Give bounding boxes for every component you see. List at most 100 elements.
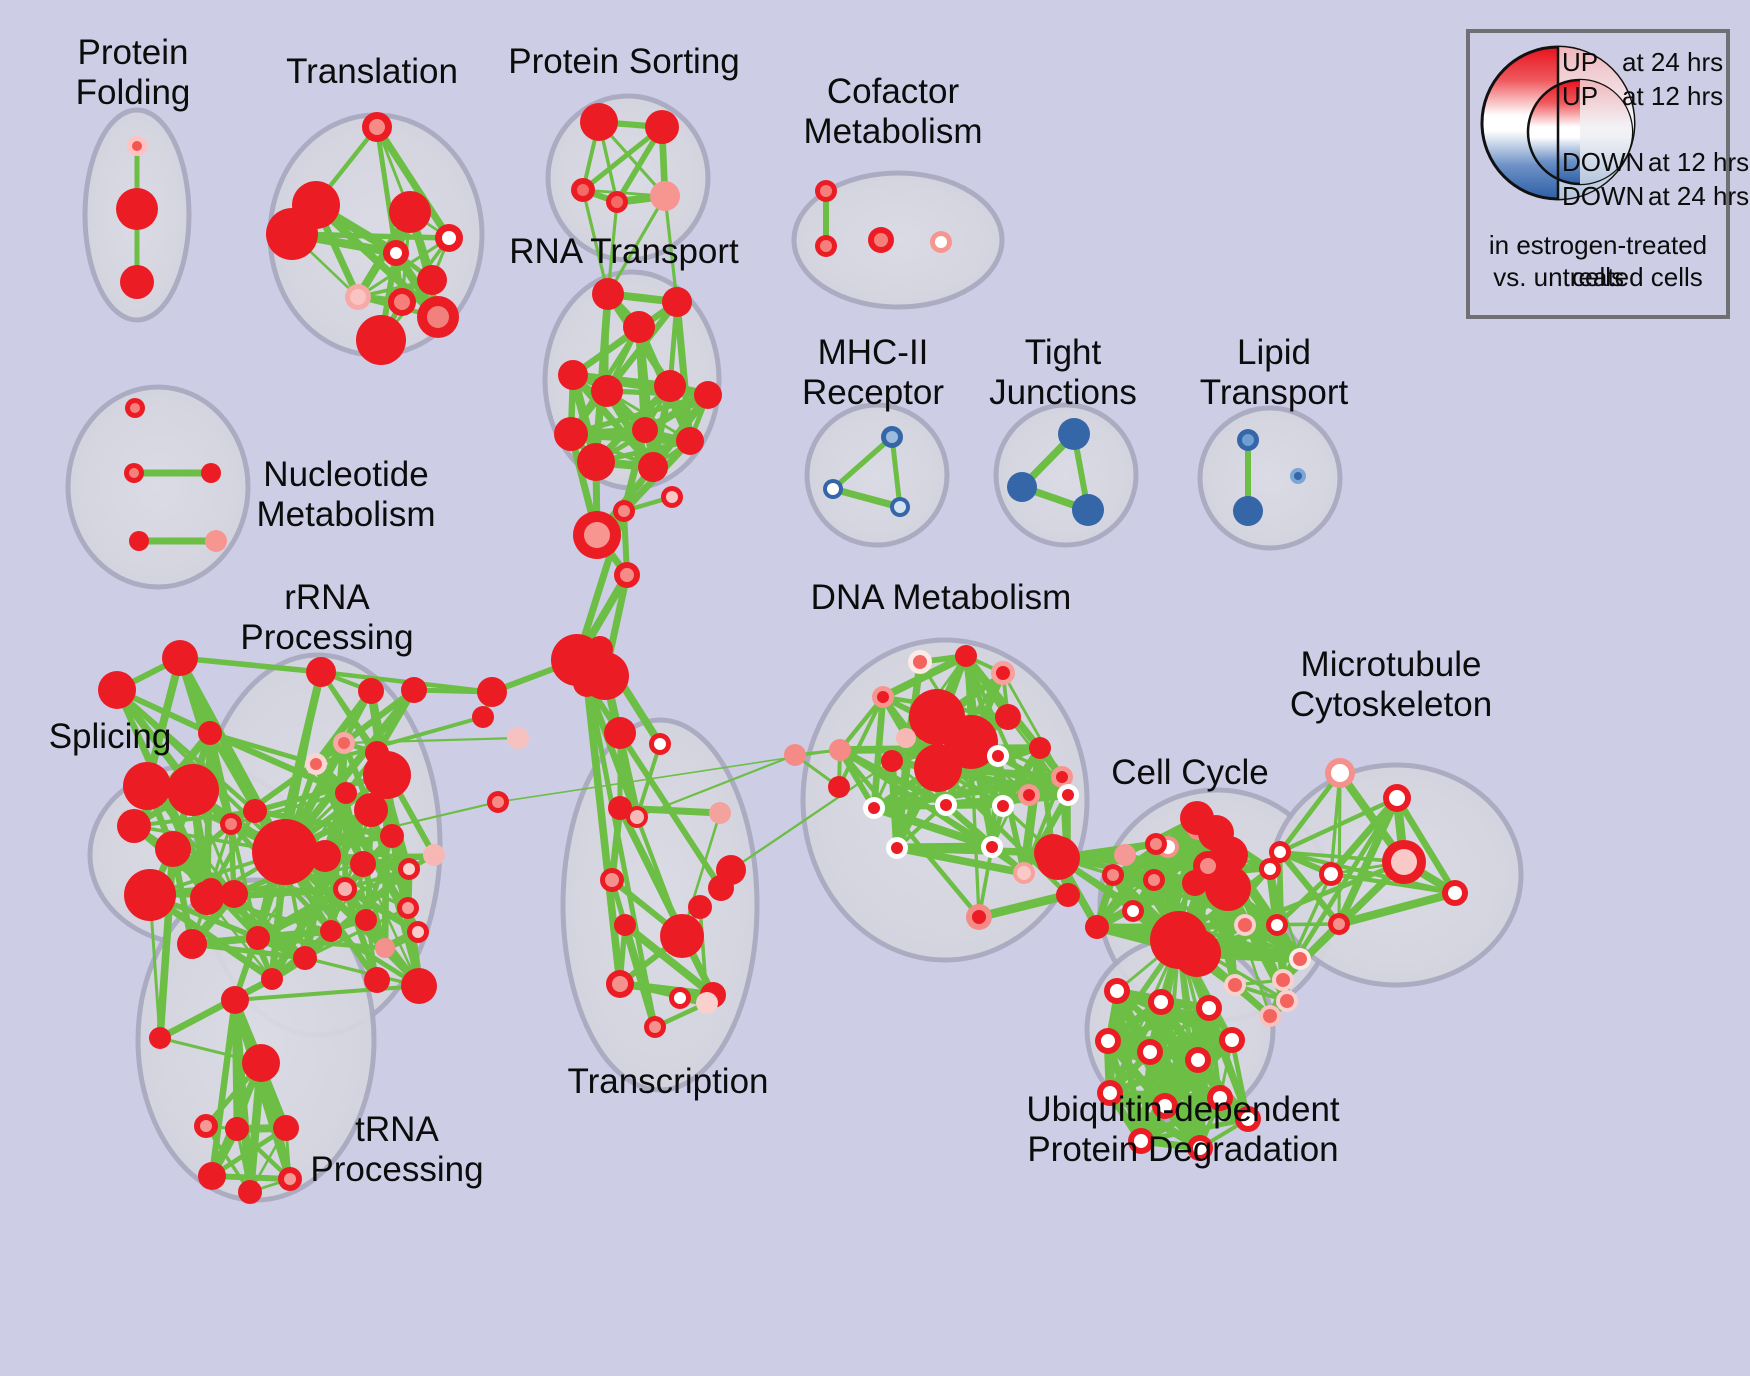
node-inner-core-12hrs — [1391, 849, 1417, 875]
network-edge — [620, 426, 649, 515]
network-node — [507, 727, 529, 749]
network-node — [1173, 929, 1221, 977]
network-node — [995, 704, 1021, 730]
network-node — [293, 946, 317, 970]
network-node — [375, 938, 395, 958]
node-outer-ring-24hrs — [155, 831, 191, 867]
network-node — [167, 764, 219, 816]
node-inner-core-12hrs — [1280, 994, 1294, 1008]
network-node — [571, 178, 595, 202]
node-inner-core-12hrs — [868, 802, 880, 814]
node-inner-core-12hrs — [225, 818, 237, 830]
network-node — [623, 311, 655, 343]
network-node — [355, 909, 377, 931]
network-node — [201, 463, 221, 483]
node-inner-core-12hrs — [1103, 1086, 1117, 1100]
node-inner-core-12hrs — [986, 841, 998, 853]
network-edge — [1243, 922, 1341, 927]
node-inner-core-12hrs — [412, 926, 424, 938]
node-inner-core-12hrs — [132, 141, 142, 151]
node-outer-ring-24hrs — [688, 895, 712, 919]
network-node — [1328, 913, 1350, 935]
network-node — [1442, 880, 1468, 906]
legend-panel: UP at 24 hrs UP at 12 hrs DOWN at 12 hrs… — [1466, 29, 1749, 319]
network-node — [124, 463, 144, 483]
network-node — [356, 315, 406, 365]
node-outer-ring-24hrs — [716, 855, 746, 885]
network-node — [645, 110, 679, 144]
network-edge — [635, 753, 797, 819]
node-inner-core-12hrs — [492, 796, 504, 808]
network-node — [117, 809, 151, 843]
node-layer — [98, 103, 1468, 1204]
cluster-ellipse-nucleotide-metabolism — [65, 384, 251, 590]
node-inner-core-12hrs — [935, 236, 947, 248]
node-outer-ring-24hrs — [650, 181, 680, 211]
node-inner-core-12hrs — [992, 750, 1004, 762]
node-outer-ring-24hrs — [221, 986, 249, 1014]
node-outer-ring-24hrs — [662, 287, 692, 317]
node-inner-core-12hrs — [649, 1021, 661, 1033]
network-edge — [568, 392, 711, 437]
node-inner-core-12hrs — [1017, 866, 1031, 880]
network-node — [345, 284, 371, 310]
node-inner-core-12hrs — [402, 902, 414, 914]
node-outer-ring-24hrs — [558, 360, 588, 390]
node-outer-ring-24hrs — [623, 311, 655, 343]
node-inner-core-12hrs — [913, 655, 927, 669]
node-inner-core-12hrs — [310, 758, 322, 770]
network-edge — [634, 322, 658, 472]
network-node — [243, 799, 267, 823]
network-edge — [1277, 795, 1400, 855]
legend-time-up-12: at 12 hrs — [1622, 81, 1724, 111]
network-edge — [131, 808, 258, 829]
network-node — [987, 745, 1009, 767]
network-edge — [879, 652, 970, 701]
node-outer-ring-24hrs — [162, 640, 198, 676]
node-outer-ring-24hrs — [375, 938, 395, 958]
network-node — [662, 287, 692, 317]
network-node — [815, 235, 837, 257]
network-edge — [616, 980, 717, 999]
network-node — [661, 486, 683, 508]
network-edge — [204, 1124, 252, 1194]
network-node — [581, 652, 629, 700]
network-node — [606, 970, 634, 998]
node-inner-core-12hrs — [1202, 1001, 1216, 1015]
node-inner-core-12hrs — [874, 233, 888, 247]
node-inner-core-12hrs — [997, 800, 1009, 812]
network-edge — [1055, 855, 1198, 886]
network-edge — [208, 808, 258, 893]
network-node — [580, 103, 618, 141]
cluster-ellipse-mhc-ii-receptor — [804, 402, 950, 548]
network-node — [1289, 948, 1311, 970]
network-edge — [1020, 791, 1072, 877]
node-outer-ring-24hrs — [696, 992, 718, 1014]
node-inner-core-12hrs — [1134, 1134, 1148, 1148]
node-inner-core-12hrs — [1293, 952, 1307, 966]
node-inner-core-12hrs — [1107, 869, 1119, 881]
node-outer-ring-24hrs — [660, 914, 704, 958]
node-outer-ring-24hrs — [1173, 929, 1221, 977]
network-node — [1085, 915, 1109, 939]
node-inner-core-12hrs — [611, 196, 623, 208]
network-node — [238, 1180, 262, 1204]
network-edge — [231, 891, 308, 961]
network-edge — [584, 680, 724, 891]
node-outer-ring-24hrs — [592, 278, 624, 310]
network-node — [614, 562, 640, 588]
node-outer-ring-24hrs — [580, 103, 618, 141]
legend-state-up-24: UP — [1562, 47, 1599, 77]
node-inner-core-12hrs — [1228, 978, 1242, 992]
node-inner-core-12hrs — [584, 522, 610, 548]
node-outer-ring-24hrs — [98, 671, 136, 709]
network-node — [273, 1115, 299, 1141]
node-outer-ring-24hrs — [995, 704, 1021, 730]
node-outer-ring-24hrs — [896, 728, 916, 748]
network-node — [1383, 784, 1411, 812]
network-node — [1219, 1027, 1245, 1053]
network-node — [1128, 1128, 1154, 1154]
network-node — [306, 657, 336, 687]
network-node — [1272, 969, 1294, 991]
network-edge — [1107, 999, 1164, 1096]
